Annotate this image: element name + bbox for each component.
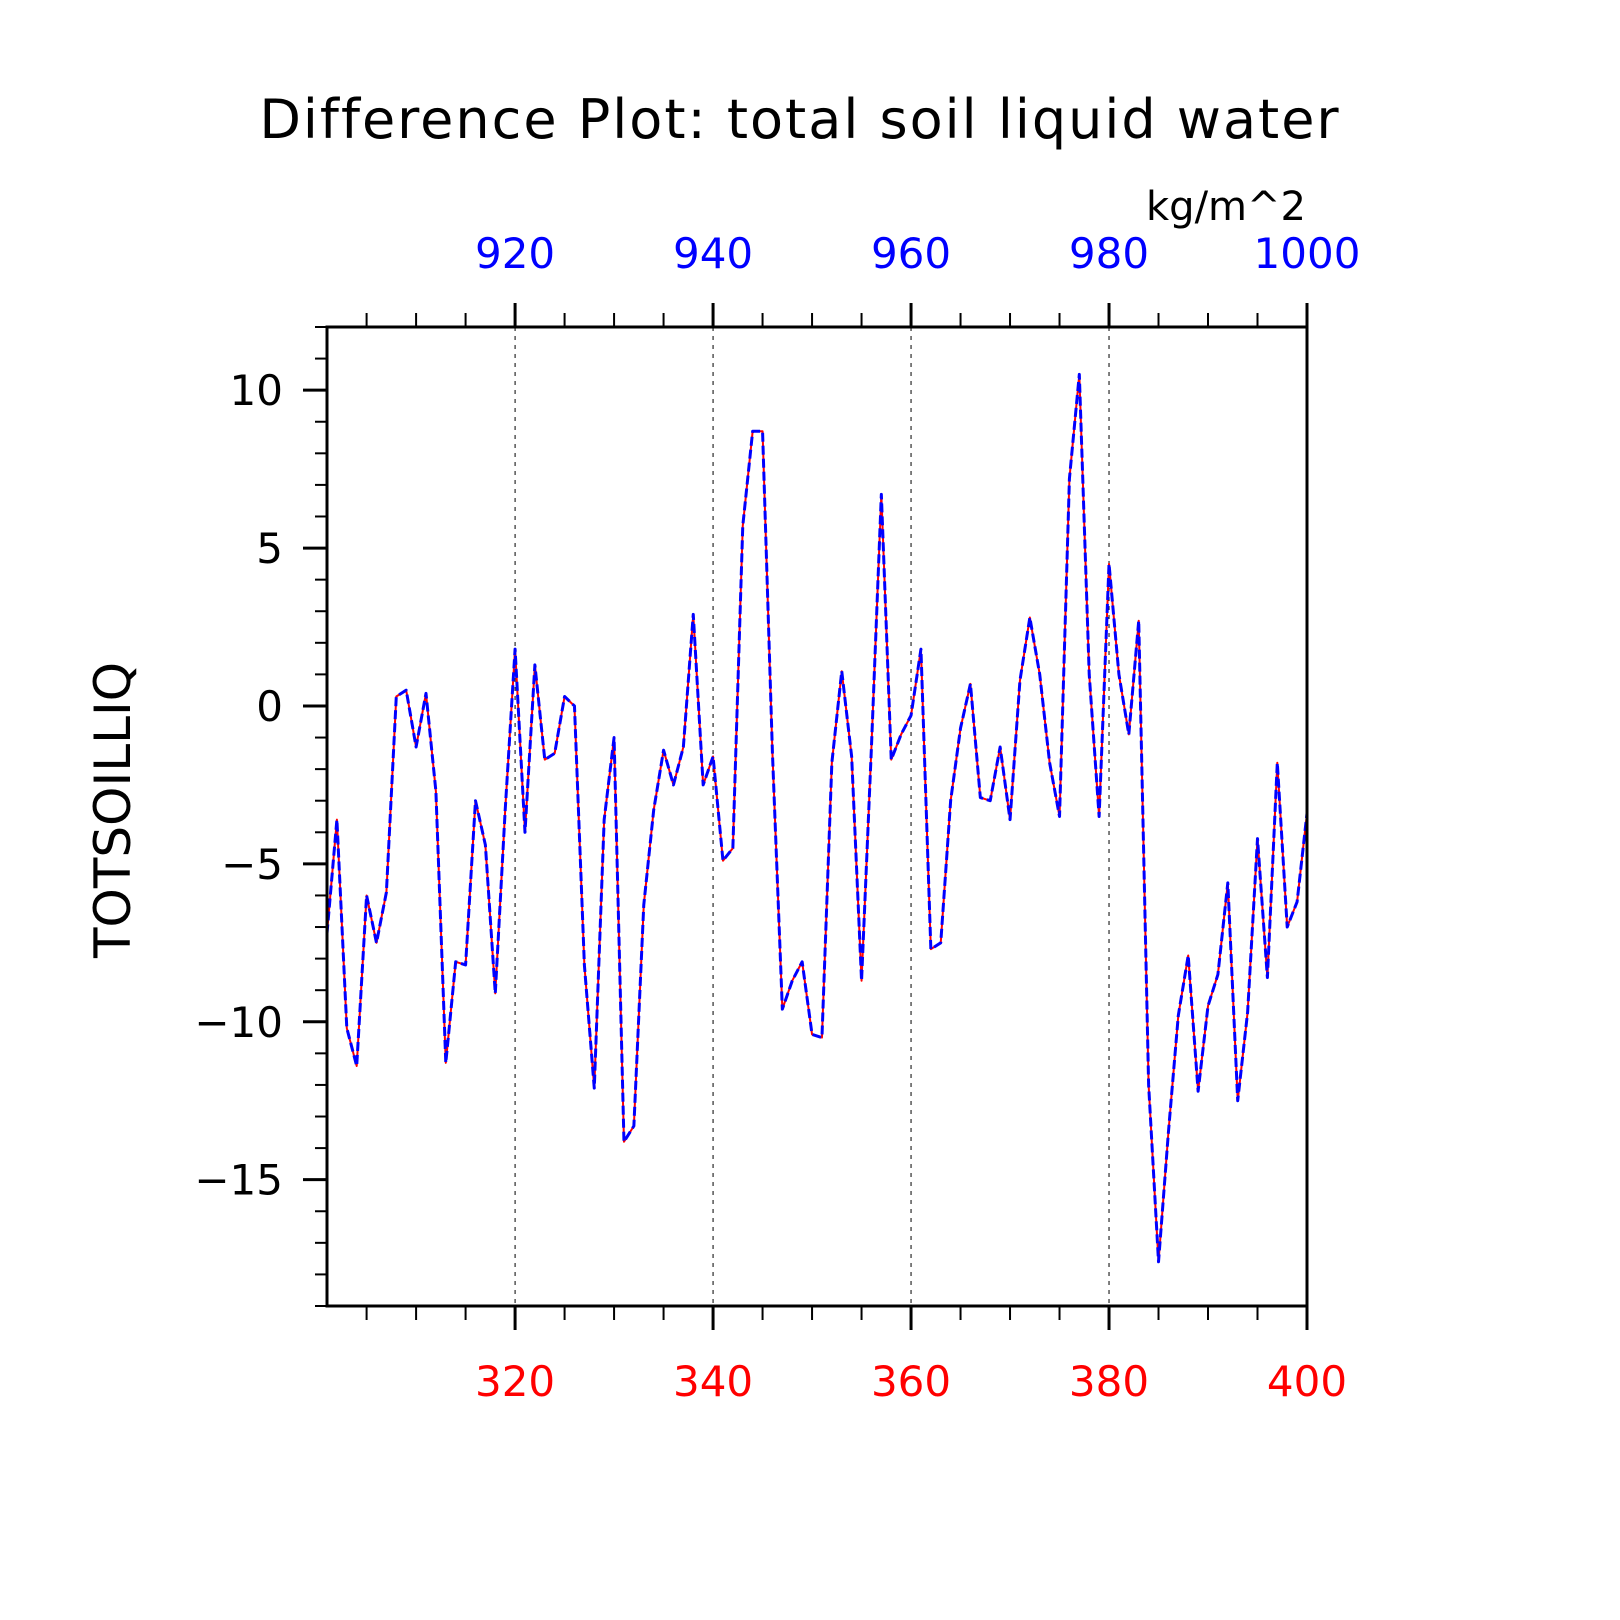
x-top-tick-label-940: 940 [673,229,753,278]
y-axis-label: TOTSOILLIQ [84,662,142,959]
x-bottom-tick-label-380: 380 [1069,1357,1149,1406]
x-bottom-tick-label-360: 360 [871,1357,951,1406]
grid-lines [514,327,1110,1306]
x-bottom-tick-label-320: 320 [475,1357,555,1406]
y-tick-label-5: 5 [256,524,283,573]
x-bottom-tick-label-400: 400 [1267,1357,1347,1406]
axes-group [325,325,1309,1308]
x-top-tick-label-1000: 1000 [1254,229,1361,278]
tick-labels: 320 340 360 380 400 920 940 960 980 1000 10 5 0 −5 −10… [194,229,1360,1406]
y-tick-label--5: −5 [221,840,283,889]
x-top-tick-label-920: 920 [475,229,555,278]
y-tick-label--15: −15 [194,1156,283,1205]
y-tick-label-0: 0 [256,682,283,731]
x-top-tick-label-960: 960 [871,229,951,278]
series-line-2 [325,372,1309,1264]
tick-marks [303,303,1309,1330]
y-tick-label--10: −10 [194,998,283,1047]
chart-title: Difference Plot: total soil liquid water [259,88,1340,151]
x-bottom-tick-label-340: 340 [673,1357,753,1406]
units-label: kg/m^2 [1146,184,1306,230]
plot-frame [325,325,1309,1308]
y-tick-label-10: 10 [230,366,283,415]
x-top-tick-label-980: 980 [1069,229,1149,278]
series-group [325,372,1309,1264]
